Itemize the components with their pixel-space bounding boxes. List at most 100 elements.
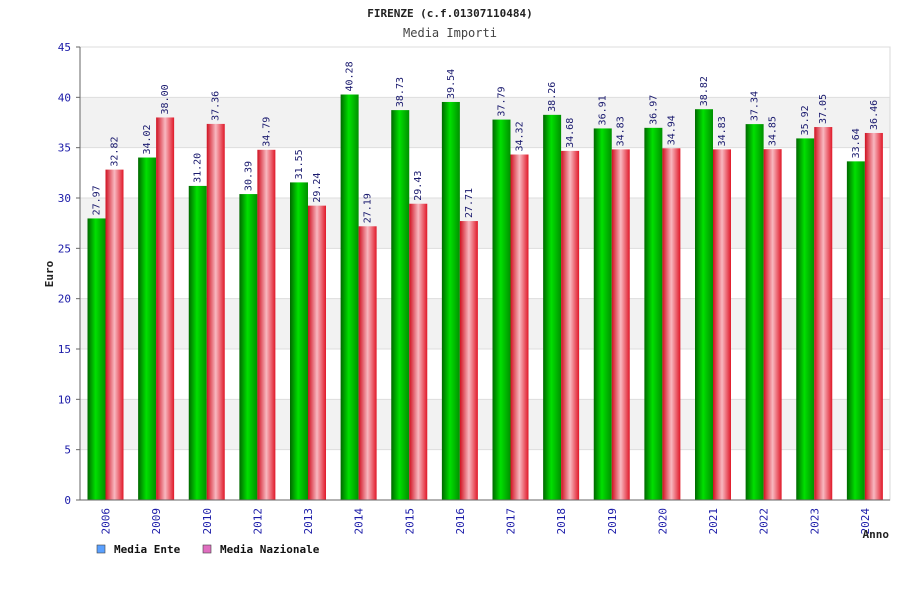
x-tick-label-2012: 2012 [251,508,264,535]
bar-media-nazionale-2012 [257,149,276,500]
value-label-media-ente-2006: 27.97 [92,185,103,215]
x-tick-label-2010: 2010 [201,508,214,535]
y-tick-label: 15 [58,343,71,356]
value-labels: 27.97 32.82 34.02 38.00 31.20 37.36 30.39 34.79… [92,61,880,223]
y-tick-label: 5 [64,444,71,457]
bar-media-nazionale-2015 [409,203,428,500]
bar-media-nazionale-2021 [713,149,731,501]
bar-media-ente-2009 [138,157,157,501]
bars [87,94,883,501]
bar-media-nazionale-2024 [864,132,883,500]
value-label-media-ente-2012: 30.39 [243,161,254,191]
chart-title: FIRENZE (c.f.01307110484) [367,7,533,20]
value-label-media-ente-2020: 36.97 [648,95,659,125]
x-tick-label-2021: 2021 [707,508,720,535]
x-tick-label-2009: 2009 [150,508,163,535]
value-label-media-ente-2019: 36.91 [598,95,609,125]
bar-media-ente-2006 [87,218,106,500]
value-label-media-nazionale-2018: 34.68 [565,118,576,148]
value-label-media-ente-2024: 33.64 [851,128,862,158]
bar-media-ente-2023 [796,138,815,500]
y-tick-label: 40 [58,91,71,104]
y-tick-label: 30 [58,192,71,205]
x-tick-label-2020: 2020 [656,508,669,535]
value-label-media-nazionale-2012: 34.79 [261,117,272,147]
value-label-media-nazionale-2019: 34.83 [616,116,627,146]
bar-media-ente-2012 [239,194,258,500]
x-tick-label-2024: 2024 [859,508,872,535]
bar-media-ente-2022 [745,124,764,501]
x-tick-label-2018: 2018 [555,508,568,535]
y-ticks: 0 5 10 15 20 25 30 35 40 45 [58,41,80,507]
bar-media-ente-2017 [492,119,511,501]
y-tick-label: 35 [58,142,71,155]
value-label-media-ente-2021: 38.82 [699,76,710,106]
value-label-media-nazionale-2014: 27.19 [363,193,374,223]
value-label-media-ente-2017: 37.79 [497,86,508,116]
y-tick-label: 45 [58,41,71,54]
bar-media-ente-2010 [188,185,207,501]
value-label-media-nazionale-2017: 34.32 [515,121,526,151]
bar-media-nazionale-2009 [156,117,175,500]
value-label-media-nazionale-2022: 34.85 [768,116,779,146]
y-tick-label: 0 [64,494,71,507]
legend-item-media-nazionale: Media Nazionale [202,543,320,556]
plot-band [80,47,890,98]
value-label-media-ente-2016: 39.54 [446,69,457,99]
value-label-media-nazionale-2010: 37.36 [211,91,222,121]
value-label-media-nazionale-2024: 36.46 [869,100,880,130]
bar-media-nazionale-2018 [561,150,580,500]
bar-media-ente-2020 [644,127,663,501]
value-label-media-ente-2014: 40.28 [345,61,356,91]
y-tick-label: 10 [58,393,71,406]
value-label-media-nazionale-2009: 38.00 [160,84,171,114]
bar-media-nazionale-2023 [814,127,833,500]
y-tick-label: 25 [58,242,71,255]
axes [79,47,890,501]
legend-label-media-nazionale: Media Nazionale [220,543,320,556]
value-label-media-ente-2018: 38.26 [547,82,558,112]
bar-media-nazionale-2019 [611,149,630,501]
bar-media-nazionale-2006 [105,169,124,500]
bar-media-ente-2021 [695,109,713,500]
bar-media-ente-2015 [391,110,410,501]
x-tick-label-2023: 2023 [808,508,821,535]
legend-item-media-ente: Media Ente [96,543,181,556]
x-axis-label: Anno [863,528,890,541]
bar-media-nazionale-2016 [459,221,478,500]
value-label-media-ente-2009: 34.02 [142,124,153,154]
value-label-media-nazionale-2021: 34.83 [717,116,728,146]
value-label-media-ente-2010: 31.20 [193,153,204,183]
value-label-media-nazionale-2016: 27.71 [464,188,475,218]
value-label-media-nazionale-2015: 29.43 [413,171,424,201]
legend-swatch-media-nazionale [202,544,212,554]
bar-media-ente-2019 [593,128,612,500]
value-label-media-nazionale-2006: 32.82 [110,137,121,167]
value-label-media-nazionale-2023: 37.05 [818,94,829,124]
bar-media-nazionale-2017 [510,154,529,500]
legend-label-media-ente: Media Ente [114,543,181,556]
bar-media-nazionale-2014 [358,226,377,500]
x-tick-label-2016: 2016 [454,508,467,535]
bar-media-ente-2018 [543,114,562,500]
legend: Media Ente Media Nazionale [96,543,320,556]
value-label-media-nazionale-2013: 29.24 [312,173,323,203]
x-tick-label-2022: 2022 [758,508,771,535]
bar-media-nazionale-2013 [308,205,326,500]
bar-media-ente-2013 [290,182,308,500]
x-ticks: 2006 2009 2010 2012 2013 2014 2015 2016 2017 2018… [100,508,872,535]
x-tick-label-2014: 2014 [353,508,366,535]
legend-swatch-media-ente [96,544,106,554]
bar-media-ente-2014 [340,94,359,501]
value-label-media-ente-2022: 37.34 [750,91,761,121]
bar-media-nazionale-2020 [662,148,681,500]
x-tick-label-2006: 2006 [100,508,113,535]
x-tick-label-2015: 2015 [403,508,416,535]
y-axis-label: Euro [43,260,56,287]
value-label-media-ente-2023: 35.92 [800,105,811,135]
value-label-media-ente-2015: 38.73 [395,77,406,107]
chart-subtitle: Media Importi [403,26,497,40]
value-label-media-nazionale-2020: 34.94 [666,115,677,145]
